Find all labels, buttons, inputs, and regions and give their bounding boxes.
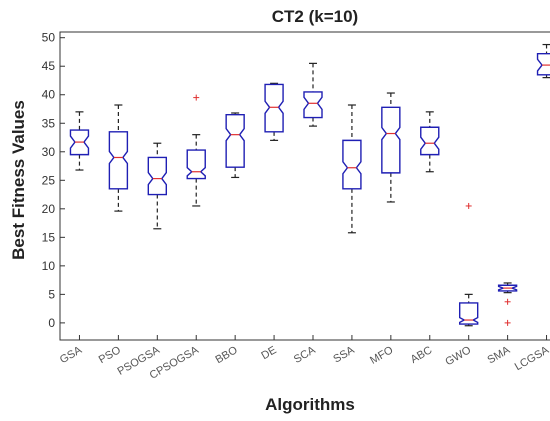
box-mfo	[381, 92, 401, 203]
box-body	[303, 91, 323, 119]
box-lcgsa	[536, 43, 550, 79]
outlier-point	[193, 94, 200, 101]
box-pso	[108, 104, 129, 212]
y-tick-label: 15	[42, 230, 56, 244]
box-bbo	[225, 112, 245, 179]
box-body	[420, 126, 440, 156]
box-gsa	[69, 111, 90, 171]
box-body	[381, 106, 401, 174]
y-tick-label: 50	[42, 31, 56, 45]
y-tick-label: 20	[42, 202, 56, 216]
y-axis-label: Best Fitness Values	[9, 100, 28, 260]
box-body	[147, 156, 168, 196]
y-axis: 0 5 10 15 20 25 30 35 40 45 50	[42, 31, 65, 330]
y-tick-label: 25	[42, 173, 56, 187]
box-body	[342, 139, 362, 190]
y-tick-label: 5	[48, 287, 55, 301]
box-body	[497, 284, 518, 292]
box-series	[69, 43, 550, 327]
box-ssa	[342, 104, 362, 234]
x-axis-label: Algorithms	[265, 395, 355, 414]
box-psogsa	[147, 142, 168, 230]
box-body	[186, 149, 206, 180]
box-sma	[497, 282, 518, 326]
y-tick-label: 40	[42, 88, 56, 102]
y-tick-label: 30	[42, 145, 56, 159]
box-body	[536, 52, 550, 76]
box-de	[264, 82, 284, 141]
box-body	[108, 131, 129, 190]
outlier-point	[504, 319, 511, 326]
box-body	[69, 129, 90, 156]
chart-title: CT2 (k=10)	[272, 7, 358, 26]
y-tick-label: 45	[42, 59, 56, 73]
box-gwo	[458, 202, 479, 327]
box-body	[458, 302, 479, 325]
box-cpsogsa	[186, 94, 206, 207]
y-tick-label: 10	[42, 259, 56, 273]
y-tick-label: 35	[42, 116, 56, 130]
box-abc	[420, 111, 440, 173]
outlier-point	[504, 298, 511, 305]
y-tick-label: 0	[48, 316, 55, 330]
box-sca	[303, 62, 323, 127]
box-body	[264, 83, 284, 133]
outlier-point	[465, 202, 472, 209]
box-body	[225, 114, 245, 168]
